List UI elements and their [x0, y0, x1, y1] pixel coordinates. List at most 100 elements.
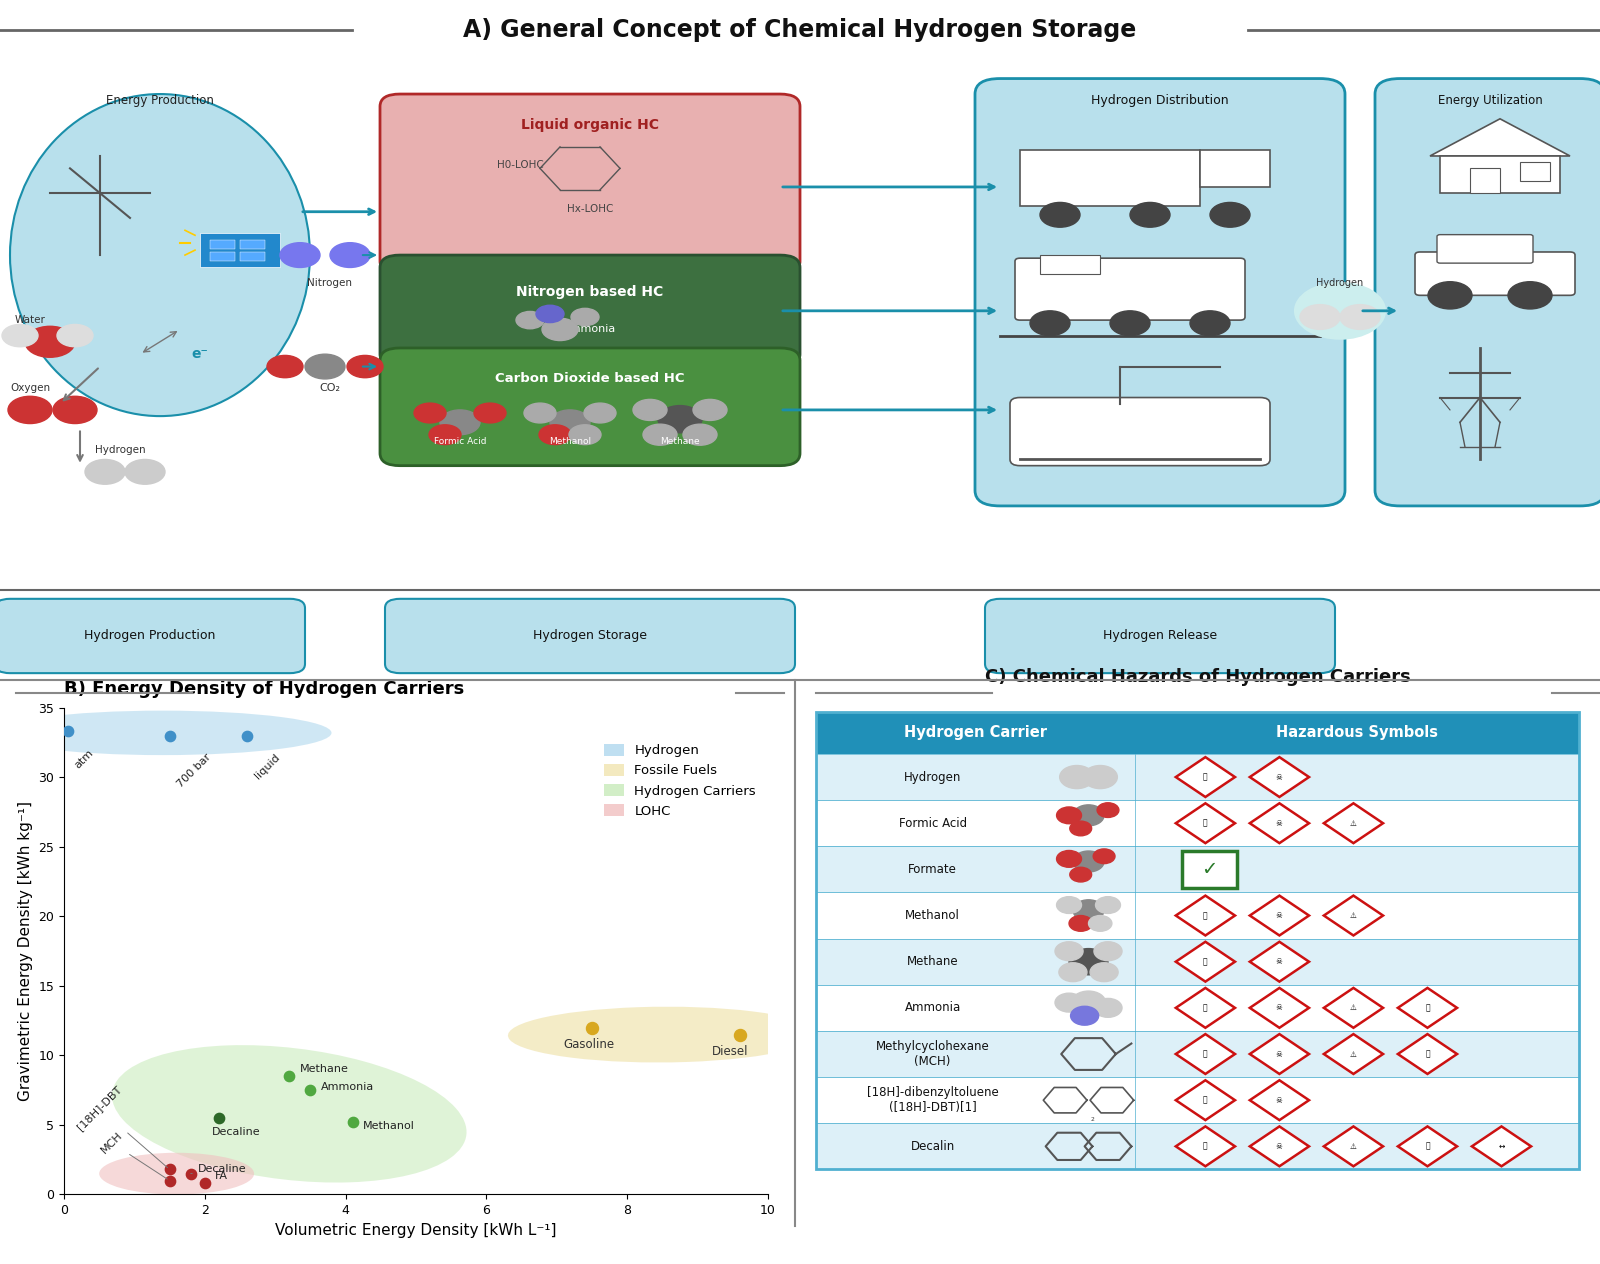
Bar — [816, 712, 1579, 1169]
Polygon shape — [1398, 1126, 1458, 1167]
Text: ☠: ☠ — [1275, 957, 1283, 966]
Polygon shape — [1250, 757, 1309, 798]
Polygon shape — [1323, 1034, 1382, 1074]
Circle shape — [570, 425, 602, 445]
Circle shape — [1096, 896, 1120, 914]
Text: Hydrogen: Hydrogen — [94, 445, 146, 455]
Polygon shape — [1250, 1081, 1309, 1120]
Circle shape — [643, 425, 677, 445]
Circle shape — [306, 354, 346, 379]
Circle shape — [1072, 991, 1106, 1014]
Polygon shape — [1472, 1126, 1531, 1167]
Text: ⚠: ⚠ — [1350, 1004, 1357, 1012]
Circle shape — [1210, 202, 1250, 228]
Text: Formate: Formate — [909, 863, 957, 876]
Text: Diesel: Diesel — [712, 1045, 749, 1058]
Circle shape — [1083, 766, 1117, 789]
Circle shape — [440, 410, 480, 435]
Text: Oxygen: Oxygen — [10, 383, 50, 393]
Circle shape — [1098, 803, 1118, 818]
Bar — [1200, 149, 1270, 187]
X-axis label: Volumetric Energy Density [kWh L⁻¹]: Volumetric Energy Density [kWh L⁻¹] — [275, 1222, 557, 1237]
Polygon shape — [1323, 896, 1382, 935]
Text: 🔥: 🔥 — [1203, 1049, 1208, 1058]
Circle shape — [1054, 942, 1083, 961]
Polygon shape — [1176, 1126, 1235, 1167]
Bar — [1440, 155, 1560, 193]
Text: Energy Utilization: Energy Utilization — [1438, 94, 1542, 106]
FancyBboxPatch shape — [1010, 397, 1270, 465]
Text: Methane: Methane — [299, 1064, 349, 1074]
Text: Hazardous Symbols: Hazardous Symbols — [1277, 726, 1438, 741]
Y-axis label: Gravimetric Energy Density [kWh kg⁻¹]: Gravimetric Energy Density [kWh kg⁻¹] — [18, 801, 34, 1101]
Circle shape — [26, 326, 75, 358]
Text: 🌱: 🌱 — [1426, 1004, 1430, 1012]
Point — [726, 1024, 752, 1044]
FancyBboxPatch shape — [381, 348, 800, 465]
Text: Energy Production: Energy Production — [106, 94, 214, 106]
Text: Formic Acid: Formic Acid — [899, 817, 966, 829]
Circle shape — [1429, 282, 1472, 308]
Circle shape — [1030, 311, 1070, 335]
Point — [339, 1112, 365, 1133]
Circle shape — [634, 399, 667, 421]
Text: Decalin: Decalin — [910, 1140, 955, 1153]
Polygon shape — [1250, 896, 1309, 935]
Point — [206, 1107, 232, 1129]
Circle shape — [170, 335, 230, 373]
Text: ↔: ↔ — [1498, 1141, 1504, 1150]
Circle shape — [58, 325, 93, 346]
Text: Methylcyclohexane
(MCH): Methylcyclohexane (MCH) — [875, 1040, 989, 1068]
Circle shape — [1074, 900, 1104, 920]
Text: Carbon Dioxide based HC: Carbon Dioxide based HC — [496, 373, 685, 386]
Point — [298, 1079, 323, 1100]
Polygon shape — [1250, 942, 1309, 982]
Point — [178, 1163, 203, 1183]
Ellipse shape — [99, 1153, 254, 1194]
Circle shape — [1507, 282, 1552, 308]
Circle shape — [1054, 994, 1083, 1012]
Polygon shape — [1176, 942, 1235, 982]
Point — [277, 1067, 302, 1087]
Text: 🔥: 🔥 — [1203, 1004, 1208, 1012]
Text: Gasoline: Gasoline — [563, 1039, 614, 1052]
Text: MCH: MCH — [99, 1130, 168, 1179]
Point — [192, 1173, 218, 1193]
Circle shape — [1070, 822, 1091, 836]
Text: C) Chemical Hazards of Hydrogen Carriers: C) Chemical Hazards of Hydrogen Carriers — [984, 667, 1411, 686]
FancyBboxPatch shape — [386, 599, 795, 674]
Text: Decaline: Decaline — [190, 1164, 246, 1173]
Polygon shape — [1323, 1126, 1382, 1167]
Polygon shape — [1323, 988, 1382, 1028]
Legend: Hydrogen, Fossile Fuels, Hydrogen Carriers, LOHC: Hydrogen, Fossile Fuels, Hydrogen Carrie… — [598, 738, 762, 823]
Circle shape — [8, 397, 51, 423]
Circle shape — [693, 399, 726, 421]
Circle shape — [515, 311, 544, 329]
Text: 🌱: 🌱 — [1426, 1141, 1430, 1150]
Text: 🔥: 🔥 — [1203, 1096, 1208, 1105]
Text: Methanol: Methanol — [549, 437, 590, 446]
Bar — [1021, 149, 1200, 206]
Text: e⁻: e⁻ — [192, 348, 208, 362]
Circle shape — [1056, 896, 1082, 914]
Text: ✓: ✓ — [1202, 860, 1218, 878]
Text: Hydrogen Storage: Hydrogen Storage — [533, 629, 646, 642]
Circle shape — [1069, 915, 1093, 932]
Text: ⚠: ⚠ — [1350, 819, 1357, 828]
Polygon shape — [1398, 1034, 1458, 1074]
Text: Methane: Methane — [907, 956, 958, 968]
Circle shape — [347, 355, 382, 378]
Circle shape — [1074, 805, 1104, 825]
FancyBboxPatch shape — [0, 599, 306, 674]
Circle shape — [536, 305, 563, 322]
Text: Nitrogen based HC: Nitrogen based HC — [517, 286, 664, 300]
Circle shape — [53, 397, 98, 423]
Text: Hydrogen Carrier: Hydrogen Carrier — [904, 726, 1046, 741]
Bar — [816, 1031, 1579, 1077]
Text: Hydrogen Production: Hydrogen Production — [85, 629, 216, 642]
Circle shape — [1074, 851, 1104, 872]
Bar — [240, 240, 266, 249]
Text: Ammonia: Ammonia — [563, 325, 616, 335]
Bar — [240, 252, 266, 262]
Circle shape — [1110, 311, 1150, 335]
